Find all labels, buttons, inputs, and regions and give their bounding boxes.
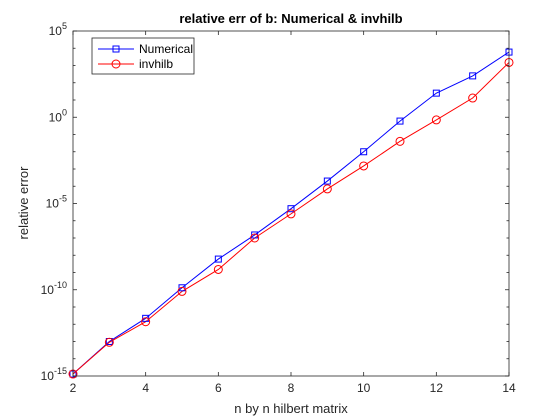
y-tick-label-base: 10 [41, 369, 55, 383]
y-tick-label-base: 10 [46, 197, 60, 211]
point-Numerical-12 [432, 89, 440, 97]
y-tick-label-0: 100 [49, 107, 67, 124]
x-tick-label-2: 2 [70, 381, 77, 395]
x-tick-label-6: 6 [215, 381, 222, 395]
y-tick-label-base: 10 [49, 110, 63, 124]
point-Numerical-9 [323, 177, 331, 185]
point-Numerical-6 [214, 255, 222, 263]
y-tick-label-exponent: -5 [59, 194, 67, 204]
point-invhilb-3 [104, 337, 114, 347]
legend-marker-invhilb [111, 59, 121, 69]
point-invhilb-11 [395, 136, 405, 146]
point-invhilb-8 [286, 209, 296, 219]
legend-label-invhilb: invhilb [139, 57, 173, 71]
legend-box [91, 37, 195, 75]
y-tick-label-exponent: 5 [62, 21, 67, 31]
point-Numerical-10 [360, 148, 368, 156]
series-line-Numerical [72, 51, 510, 375]
series-markers [68, 48, 514, 379]
legend-marker-Numerical [112, 45, 120, 53]
x-tick-label-14: 14 [502, 381, 516, 395]
y-axis-label: relative error [16, 166, 31, 240]
point-invhilb-4 [141, 317, 151, 327]
y-tick-label--15: 10-15 [41, 366, 67, 383]
x-tick-label-12: 12 [430, 381, 444, 395]
plot-area [73, 31, 509, 376]
point-invhilb-6 [213, 264, 223, 274]
y-tick-label-5: 105 [49, 21, 67, 38]
x-axis-label: n by n hilbert matrix [234, 401, 348, 416]
point-Numerical-4 [142, 314, 150, 322]
y-tick-label-base: 10 [49, 24, 63, 38]
legend-label-Numerical: Numerical [139, 42, 193, 56]
point-invhilb-12 [431, 115, 441, 125]
point-Numerical-8 [287, 205, 295, 213]
point-invhilb-9 [322, 184, 332, 194]
y-tick-label-exponent: 0 [62, 107, 67, 117]
point-invhilb-7 [250, 233, 260, 243]
point-Numerical-13 [469, 72, 477, 80]
point-invhilb-10 [359, 161, 369, 171]
point-invhilb-5 [177, 286, 187, 296]
point-Numerical-5 [178, 284, 186, 292]
y-tick-label--10: 10-10 [41, 280, 67, 297]
y-tick-label-exponent: -15 [54, 366, 67, 376]
point-Numerical-11 [396, 117, 404, 125]
x-tick-label-10: 10 [357, 381, 371, 395]
y-tick-label-base: 10 [41, 283, 55, 297]
y-tick-label--5: 10-5 [46, 194, 67, 211]
x-tick-label-8: 8 [288, 381, 295, 395]
point-invhilb-13 [468, 93, 478, 103]
chart-title: relative err of b: Numerical & invhilb [179, 11, 402, 26]
x-tick-label-4: 4 [142, 381, 149, 395]
y-tick-label-exponent: -10 [54, 280, 67, 290]
